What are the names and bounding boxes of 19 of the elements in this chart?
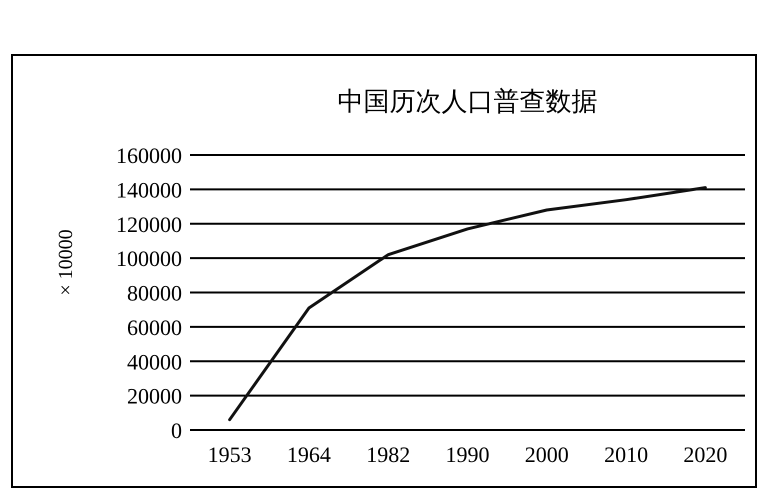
x-tick-label: 2000 (524, 442, 569, 467)
line-series (228, 186, 707, 422)
y-tick-label: 100000 (116, 246, 182, 272)
x-tick-label: 1990 (446, 442, 490, 467)
y-tick-label: 0 (171, 418, 182, 443)
x-tick-label: 1982 (366, 442, 410, 467)
y-tick-label: 160000 (116, 143, 182, 168)
y-tick-label: 60000 (127, 314, 182, 340)
y-tick-label: 20000 (127, 384, 182, 409)
x-tick-label: 1964 (286, 442, 331, 467)
x-tick-label: 1953 (208, 442, 252, 467)
x-tick-label: 2020 (683, 442, 728, 467)
y-tick-label: 120000 (116, 212, 182, 237)
y-tick-label: 80000 (127, 280, 182, 306)
y-axis-title: × 10000 (55, 229, 77, 296)
x-tick-label: 2010 (604, 442, 648, 467)
chart-title: 中国历次人口普查数据 (338, 87, 598, 116)
y-tick-label: 140000 (116, 177, 182, 202)
y-tick-label: 40000 (127, 349, 182, 374)
